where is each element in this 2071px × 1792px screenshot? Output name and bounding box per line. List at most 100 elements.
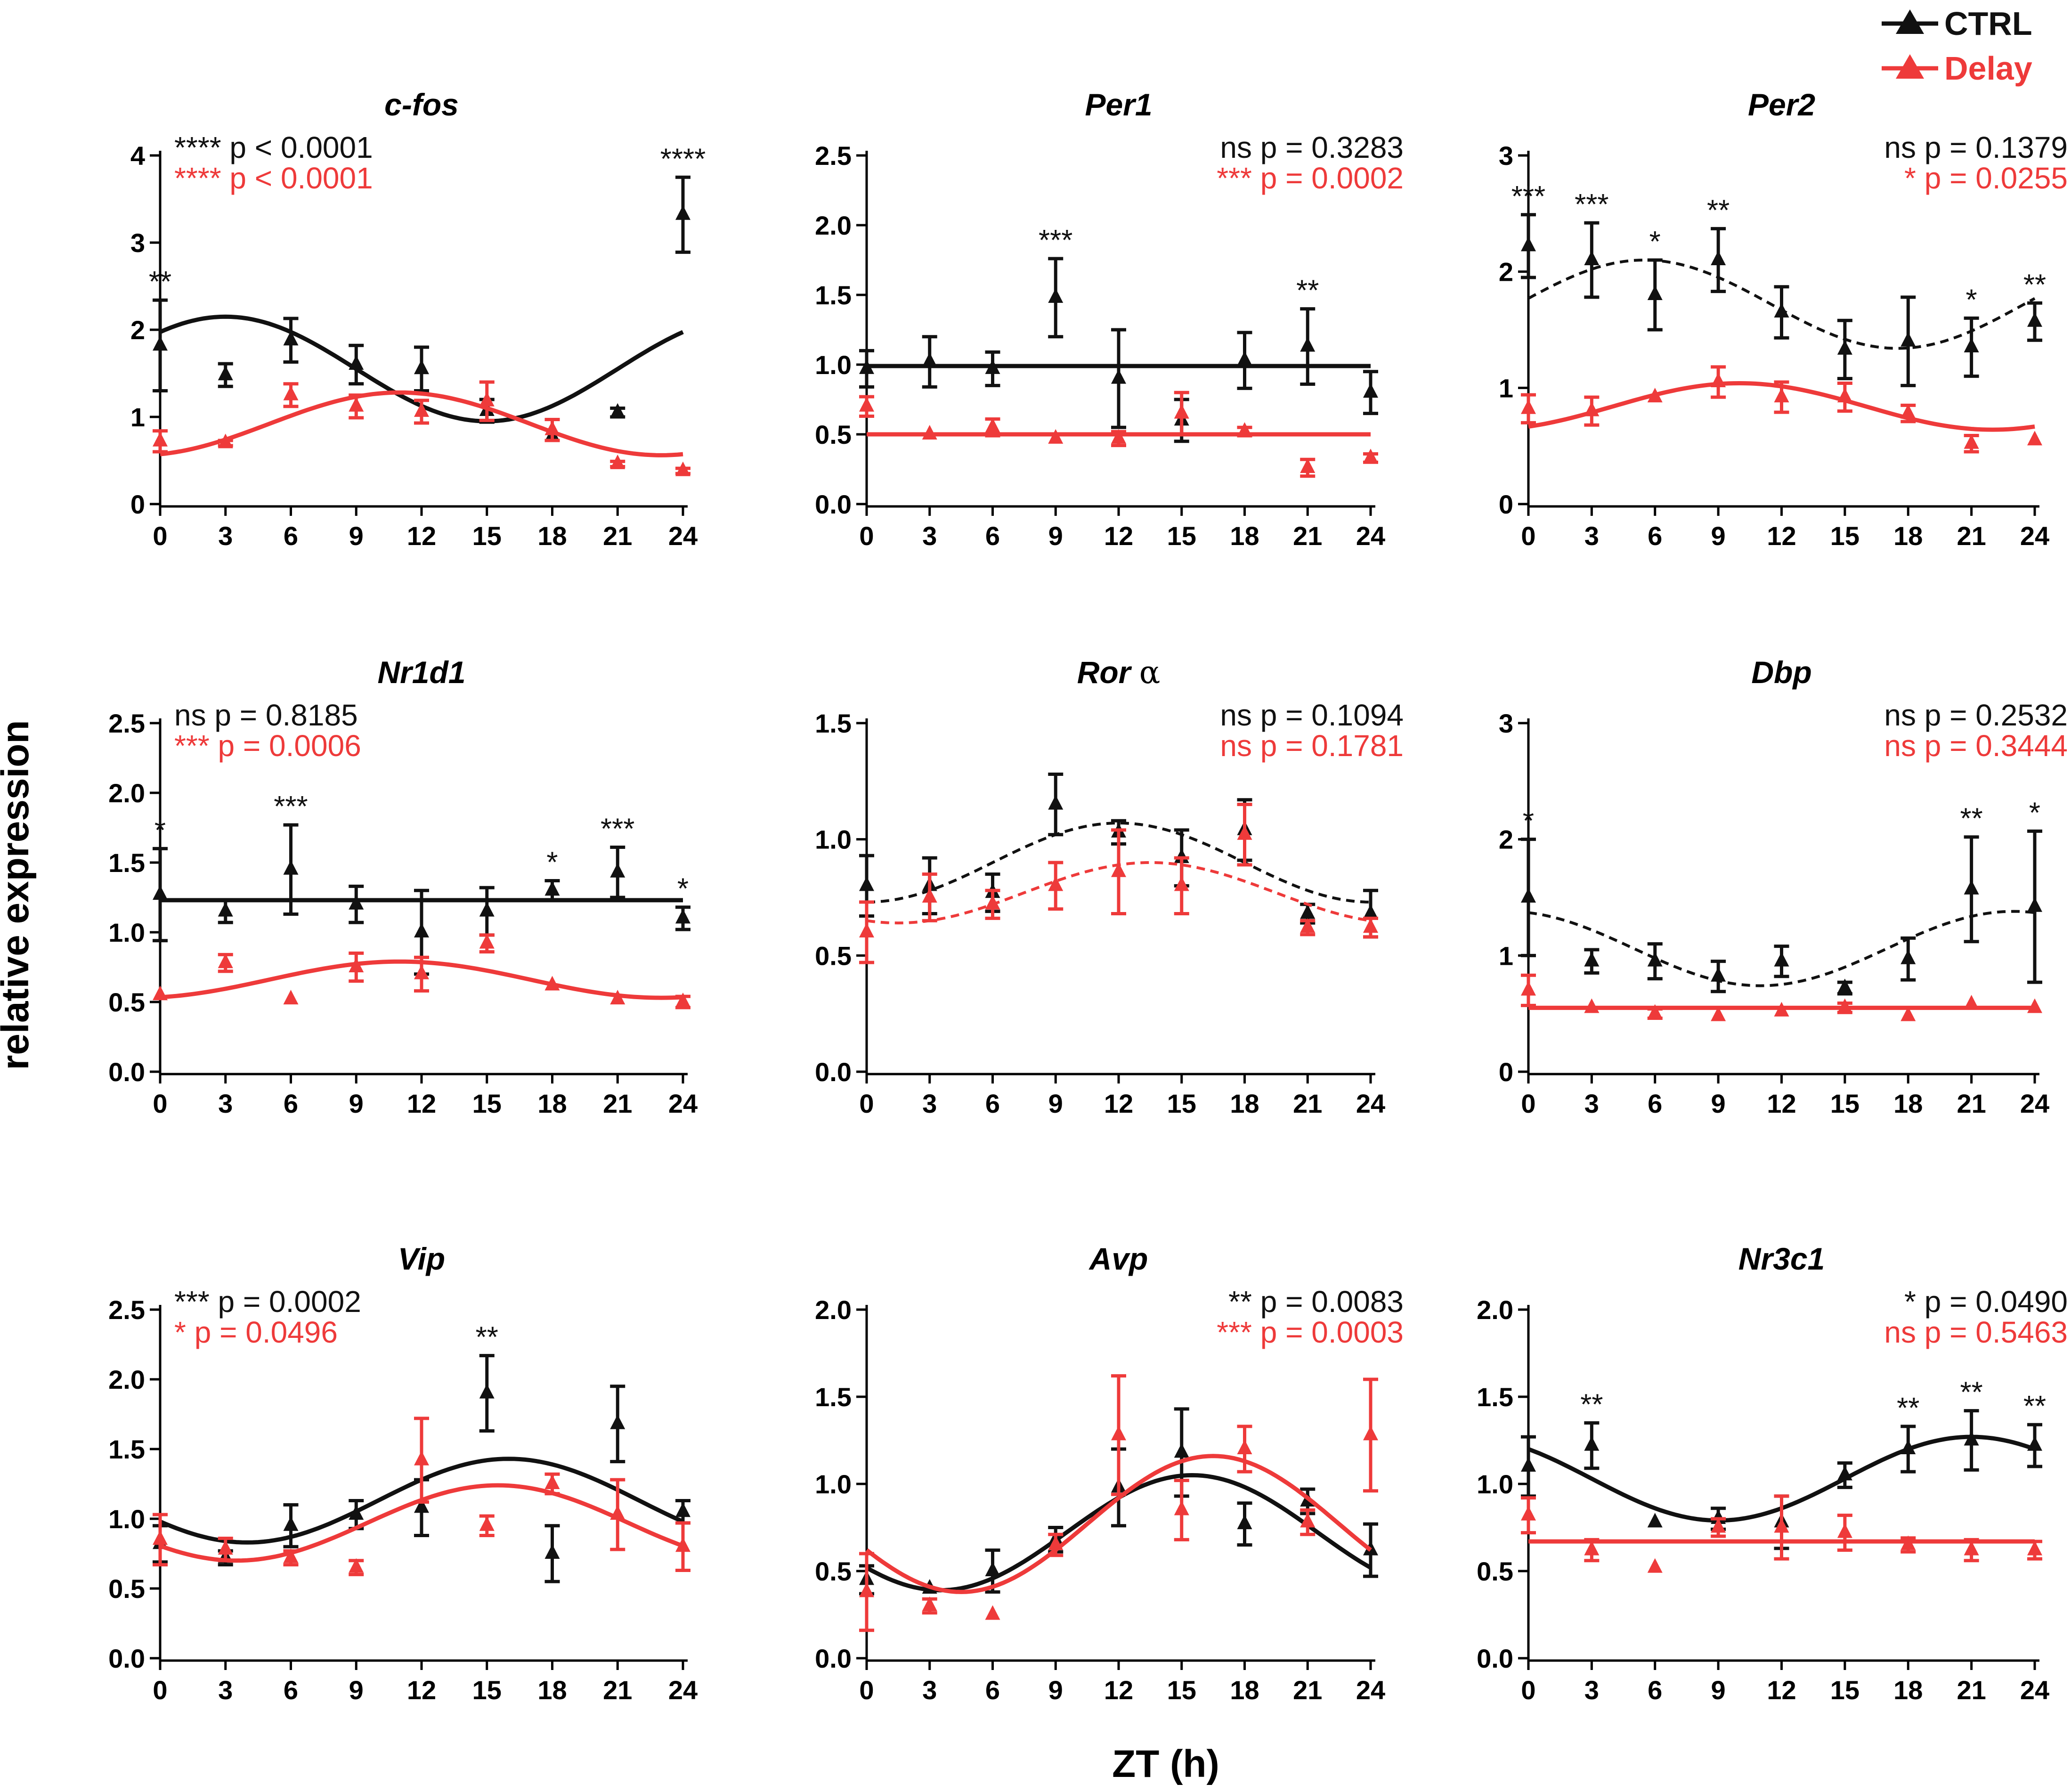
y-tick-label: 1.0 — [108, 918, 145, 947]
y-tick-label: 3 — [1499, 709, 1513, 738]
data-point — [1711, 967, 1726, 982]
y-tick-label: 2.5 — [108, 1295, 145, 1325]
x-tick-label: 21 — [1293, 521, 1322, 551]
data-point — [1900, 404, 1916, 419]
x-tick-label: 15 — [1830, 1675, 1860, 1705]
data-point — [1237, 422, 1252, 437]
data-point — [1048, 288, 1064, 303]
data-point — [1711, 1518, 1726, 1533]
data-point — [610, 1414, 625, 1429]
legend-delay-label: Delay — [1944, 50, 2032, 87]
data-point — [1837, 388, 1852, 403]
data-point — [414, 923, 429, 937]
data-point — [544, 976, 560, 991]
x-tick-label: 9 — [1048, 521, 1063, 551]
data-point — [922, 888, 937, 903]
panel-title: Ror α — [1077, 654, 1161, 691]
series-ctrl: ***** — [859, 224, 1378, 443]
x-tick-label: 24 — [668, 1675, 698, 1705]
y-tick-label: 1.5 — [108, 848, 145, 878]
x-tick-label: 15 — [1167, 1675, 1196, 1705]
significance-stars: * — [677, 873, 689, 905]
fit-curve — [866, 822, 1371, 904]
data-point — [218, 1540, 233, 1555]
data-point — [1711, 373, 1726, 387]
data-point — [2027, 897, 2042, 912]
y-tick-label: 0.5 — [1477, 1556, 1513, 1586]
x-tick-label: 6 — [284, 521, 298, 551]
data-point — [1584, 251, 1600, 265]
data-point — [859, 359, 874, 374]
stats-delay: **** p < 0.0001 — [174, 161, 373, 195]
y-tick-label: 0 — [130, 489, 145, 519]
data-point — [1300, 458, 1316, 473]
data-point — [2027, 998, 2042, 1013]
data-point — [1048, 876, 1064, 891]
data-point — [283, 331, 299, 346]
data-point — [985, 1562, 1000, 1576]
data-point — [1964, 434, 1979, 449]
y-tick-label: 0.0 — [815, 1057, 852, 1087]
stats-delay: *** p = 0.0003 — [1217, 1315, 1404, 1349]
significance-stars: * — [1966, 284, 1977, 316]
stats-ctrl: ns p = 0.1094 — [1220, 698, 1404, 732]
stats-ctrl: ns p = 0.8185 — [174, 698, 358, 732]
x-tick-label: 0 — [1521, 1675, 1535, 1705]
x-tick-label: 3 — [218, 1675, 233, 1705]
data-point — [1584, 401, 1600, 416]
y-tick-label: 0.5 — [815, 1556, 852, 1586]
data-point — [349, 895, 364, 910]
x-tick-label: 21 — [603, 521, 632, 551]
x-tick-label: 3 — [922, 521, 937, 551]
legend: CTRL Delay — [1879, 5, 2068, 94]
x-tick-label: 6 — [1648, 521, 1662, 551]
stats-ctrl: **** p < 0.0001 — [174, 130, 373, 164]
data-point — [1363, 383, 1378, 398]
significance-stars: *** — [1511, 180, 1545, 213]
data-point — [1711, 1006, 1726, 1021]
x-tick-label: 0 — [1521, 1089, 1535, 1118]
data-point — [985, 359, 1000, 374]
data-point — [479, 391, 495, 407]
data-point — [1111, 1425, 1126, 1441]
data-point — [283, 990, 299, 1005]
data-point — [1521, 981, 1536, 996]
data-point — [1774, 1002, 1789, 1017]
y-tick-label: 1 — [1499, 373, 1513, 403]
data-point — [922, 352, 937, 367]
data-point — [675, 205, 690, 220]
significance-stars: *** — [1575, 188, 1608, 221]
data-point — [1300, 1513, 1316, 1528]
x-tick-label: 9 — [1048, 1089, 1063, 1118]
data-point — [1711, 251, 1726, 265]
x-tick-label: 6 — [985, 521, 1000, 551]
data-point — [1363, 1425, 1378, 1441]
data-point — [985, 1605, 1000, 1620]
stats-ctrl: ** p = 0.0083 — [1228, 1285, 1404, 1319]
data-point — [1964, 1431, 1979, 1446]
data-point — [1900, 1006, 1916, 1021]
data-point — [1774, 303, 1789, 318]
x-tick-label: 18 — [1230, 521, 1259, 551]
x-tick-label: 9 — [1711, 1089, 1726, 1118]
y-tick-label: 2.0 — [108, 1365, 145, 1394]
x-tick-label: 9 — [349, 521, 364, 551]
x-tick-label: 15 — [1830, 1089, 1860, 1118]
significance-stars: * — [2029, 797, 2040, 829]
data-point — [675, 909, 690, 924]
x-tick-label: 6 — [985, 1675, 1000, 1705]
x-tick-label: 21 — [1957, 521, 1986, 551]
x-tick-label: 21 — [1957, 1089, 1986, 1118]
data-point — [1300, 337, 1316, 352]
x-tick-label: 15 — [1167, 521, 1196, 551]
data-point — [283, 1548, 299, 1563]
y-tick-label: 2 — [1499, 825, 1513, 855]
data-point — [414, 402, 429, 417]
data-point — [1837, 1523, 1852, 1538]
series-delay — [1521, 973, 2042, 1021]
data-point — [153, 1530, 168, 1545]
data-point — [1584, 998, 1600, 1013]
